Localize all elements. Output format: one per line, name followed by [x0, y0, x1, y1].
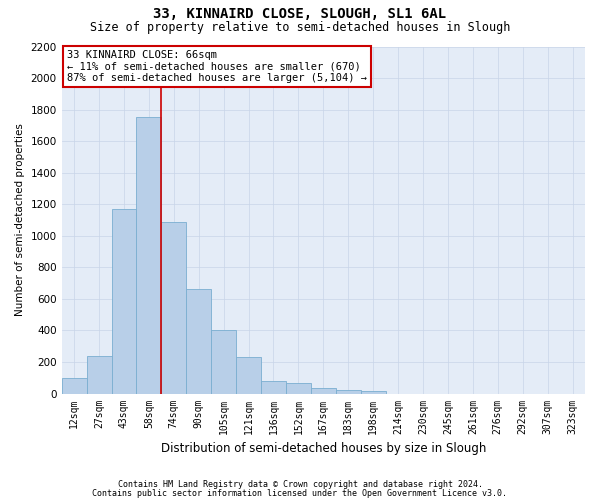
Bar	[236, 358, 261, 394]
Y-axis label: Number of semi-detached properties: Number of semi-detached properties	[15, 124, 25, 316]
Bar	[261, 381, 286, 394]
Text: Contains public sector information licensed under the Open Government Licence v3: Contains public sector information licen…	[92, 489, 508, 498]
X-axis label: Distribution of semi-detached houses by size in Slough: Distribution of semi-detached houses by …	[161, 442, 486, 455]
Text: Size of property relative to semi-detached houses in Slough: Size of property relative to semi-detach…	[90, 21, 510, 34]
Bar	[136, 118, 161, 394]
Bar	[112, 209, 136, 394]
Bar	[361, 391, 386, 394]
Bar	[62, 378, 86, 394]
Bar	[86, 356, 112, 394]
Bar	[161, 222, 186, 394]
Text: Contains HM Land Registry data © Crown copyright and database right 2024.: Contains HM Land Registry data © Crown c…	[118, 480, 482, 489]
Text: 33 KINNAIRD CLOSE: 66sqm
← 11% of semi-detached houses are smaller (670)
87% of : 33 KINNAIRD CLOSE: 66sqm ← 11% of semi-d…	[67, 50, 367, 83]
Bar	[336, 390, 361, 394]
Bar	[311, 388, 336, 394]
Bar	[211, 330, 236, 394]
Text: 33, KINNAIRD CLOSE, SLOUGH, SL1 6AL: 33, KINNAIRD CLOSE, SLOUGH, SL1 6AL	[154, 8, 446, 22]
Bar	[186, 290, 211, 394]
Bar	[286, 382, 311, 394]
